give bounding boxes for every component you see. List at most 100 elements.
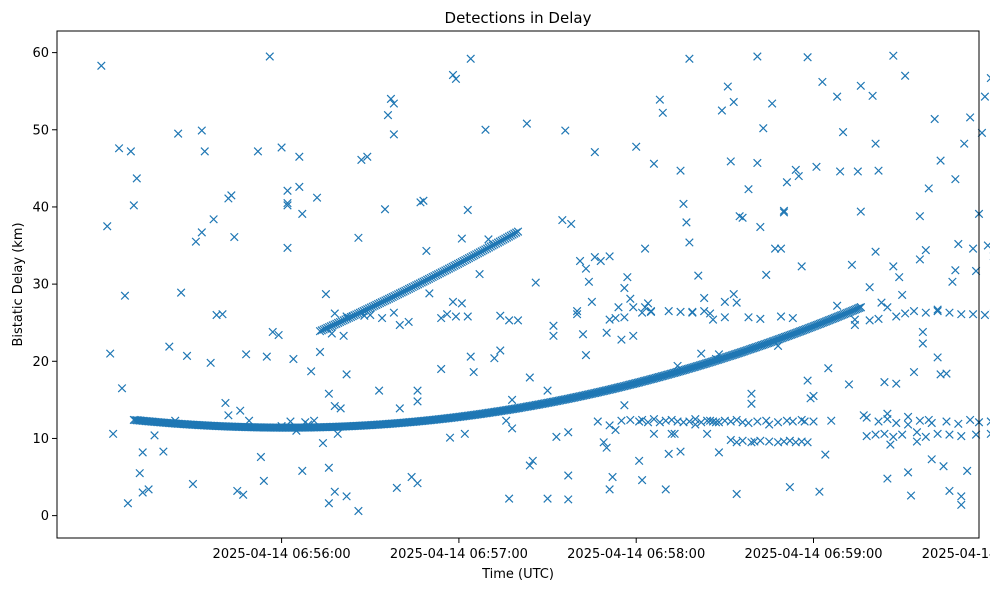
data-point: [695, 361, 705, 370]
data-point: [292, 426, 301, 435]
data-point: [688, 307, 697, 317]
data-point: [753, 342, 762, 351]
data-point: [295, 152, 304, 162]
data-point: [782, 332, 791, 341]
data-point: [883, 303, 892, 312]
data-point: [753, 158, 762, 168]
data-point: [197, 228, 207, 237]
data-point: [283, 243, 292, 253]
data-point: [123, 499, 133, 508]
x-tick-label: 2025-04-14 07:00:00: [922, 547, 990, 562]
data-point: [701, 359, 711, 368]
data-point: [719, 353, 729, 363]
data-point: [685, 238, 694, 247]
data-point: [883, 474, 892, 483]
data-point: [244, 416, 254, 425]
data-point: [933, 353, 942, 362]
data-point: [779, 206, 789, 216]
data-point: [191, 237, 201, 246]
data-point: [729, 350, 738, 360]
x-tick-label: 2025-04-14 06:57:00: [390, 547, 528, 562]
data-point: [227, 191, 236, 200]
data-point: [800, 325, 809, 334]
data-point: [649, 414, 659, 424]
data-point: [413, 386, 422, 395]
data-point: [413, 478, 422, 488]
data-point: [738, 213, 747, 222]
data-point: [170, 416, 180, 425]
data-point: [912, 437, 922, 446]
data-point: [812, 162, 821, 172]
data-point: [507, 424, 517, 433]
data-point: [655, 95, 665, 104]
data-point: [611, 425, 620, 435]
data-point: [120, 291, 130, 300]
data-point: [948, 277, 957, 287]
data-point: [776, 334, 785, 343]
data-point: [832, 301, 842, 310]
data-point: [342, 312, 351, 321]
data-point: [265, 52, 274, 61]
data-point: [425, 289, 434, 298]
data-point: [333, 429, 342, 439]
data-point: [620, 313, 629, 322]
data-point: [747, 438, 756, 447]
data-point: [649, 159, 659, 168]
data-point: [283, 198, 292, 208]
data-point: [105, 349, 115, 358]
data-point: [481, 125, 490, 135]
data-point: [698, 360, 708, 369]
data-point: [965, 113, 975, 122]
data-point: [324, 499, 334, 508]
data-point: [868, 91, 877, 101]
data-point: [354, 506, 363, 516]
data-point: [640, 244, 650, 253]
data-point: [797, 262, 806, 271]
data-point: [711, 418, 721, 427]
data-point: [445, 433, 455, 442]
data-point: [614, 303, 623, 312]
data-point: [915, 211, 925, 221]
data-point: [803, 376, 812, 385]
data-point: [339, 331, 348, 341]
data-point: [779, 333, 788, 342]
data-point: [277, 421, 286, 431]
data-point: [694, 271, 703, 280]
data-point: [599, 438, 608, 447]
data-point: [909, 306, 919, 316]
data-point: [691, 420, 700, 429]
data-point: [788, 330, 797, 339]
data-point: [915, 255, 925, 264]
data-point: [564, 495, 573, 504]
data-point: [892, 379, 901, 388]
data-point: [794, 327, 803, 337]
data-point: [762, 339, 771, 348]
data-point: [883, 409, 892, 418]
data-point: [702, 429, 712, 439]
data-point: [759, 340, 768, 349]
data-point: [808, 322, 817, 332]
data-point: [809, 391, 818, 401]
data-point: [673, 361, 682, 371]
data-point: [150, 431, 159, 440]
data-point: [797, 326, 806, 336]
data-point: [704, 358, 714, 367]
data-point: [791, 165, 801, 175]
data-point: [324, 463, 334, 473]
data-point: [253, 147, 263, 156]
data-point: [676, 447, 685, 456]
data-point: [739, 347, 749, 356]
data-point: [744, 418, 753, 428]
data-point: [880, 377, 889, 387]
data-point: [939, 462, 948, 471]
data-point: [490, 353, 499, 363]
data-point: [298, 209, 307, 219]
data-point: [306, 367, 316, 376]
data-point: [983, 241, 990, 250]
data-point: [605, 252, 614, 261]
y-tick-label: 40: [32, 200, 49, 215]
data-point: [965, 415, 975, 425]
data-point: [776, 312, 786, 321]
data-point: [785, 331, 794, 340]
data-point: [97, 61, 106, 70]
